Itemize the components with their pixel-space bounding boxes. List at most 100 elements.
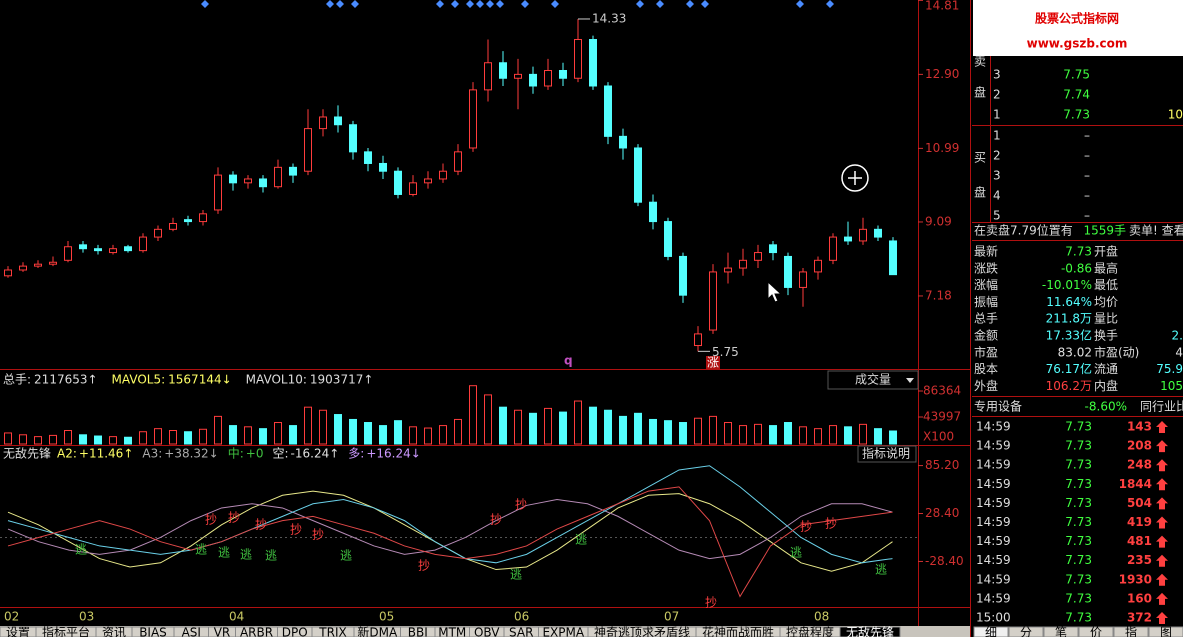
signal-label: 逃 — [790, 546, 802, 560]
volume-bar — [664, 420, 672, 445]
volume-bar — [154, 428, 162, 445]
candle-body — [334, 116, 342, 126]
side-tab[interactable] — [1078, 626, 1114, 637]
side-tab-label[interactable]: 图 — [1160, 626, 1172, 637]
logo-title: 股票公式指标网 — [1035, 11, 1119, 26]
candle-body — [4, 269, 12, 277]
industry-compare[interactable]: 同行业比 — [1140, 400, 1183, 414]
trade-arrow — [1156, 421, 1168, 433]
indicator-button-label[interactable]: 指标说明 — [862, 446, 910, 461]
bottom-tab-label[interactable]: BIAS — [139, 626, 167, 637]
side-tab[interactable] — [1148, 626, 1183, 637]
bottom-tab-label[interactable]: SAR — [509, 626, 533, 637]
trade-volume: 1844 — [1119, 477, 1152, 491]
quote-value: 76.17亿 — [1046, 361, 1092, 376]
bottom-tab-label[interactable]: ARBR — [240, 626, 273, 637]
candle-body — [274, 166, 282, 188]
trade-time: 14:59 — [976, 515, 1011, 529]
trade-time: 14:59 — [976, 553, 1011, 567]
volume-bar — [454, 418, 462, 445]
candle-body — [409, 182, 417, 195]
volume-button-label[interactable]: 成交量 — [855, 372, 891, 387]
side-tab-label[interactable]: 分 — [1020, 626, 1032, 637]
trade-volume: 481 — [1127, 534, 1152, 548]
candle-body — [604, 85, 612, 137]
quote-value: 4 — [1175, 345, 1183, 359]
candle-body — [34, 263, 42, 267]
y-tick-label: 28.40 — [925, 506, 959, 520]
signal-diamond — [476, 0, 484, 8]
side-tab-label[interactable]: 笔 — [1055, 625, 1067, 637]
y-tick-label: 9.09 — [925, 214, 952, 228]
volume-bar — [199, 428, 207, 445]
bottom-tab-label[interactable]: DPO — [282, 626, 308, 637]
bottom-tab-label[interactable]: 设置 — [6, 626, 30, 637]
bottom-tab-label[interactable]: VR — [214, 626, 231, 637]
candle-body — [694, 333, 702, 347]
bottom-tab-label[interactable]: OBV — [474, 626, 500, 637]
bottom-tab-label[interactable]: EXPMA — [542, 626, 584, 637]
quote-label: 最低 — [1094, 278, 1118, 292]
side-tab[interactable] — [1008, 626, 1044, 637]
quote-value: 2. — [1172, 329, 1183, 343]
bottom-tab-label[interactable]: TRIX — [318, 626, 346, 637]
signal-label: 逃 — [340, 549, 352, 563]
signal-label: 抄 — [228, 511, 240, 525]
notice-action[interactable]: 卖单! 查看 — [1129, 224, 1183, 238]
trade-price: 7.73 — [1065, 553, 1092, 567]
indicator-header-label: A2: — [57, 447, 77, 461]
bottom-tab-label[interactable]: 指标平台 — [42, 625, 90, 637]
side-tab[interactable] — [1113, 626, 1149, 637]
notice-text: 在卖盘7.79位置有 — [974, 223, 1073, 238]
bottom-tab-label[interactable]: 无敌先锋 — [846, 625, 894, 637]
bottom-tab-label[interactable]: 资讯 — [102, 626, 126, 637]
volume-bar — [814, 428, 822, 445]
trade-arrow — [1156, 478, 1168, 491]
bottom-tab-label[interactable]: MTM — [438, 626, 466, 637]
bottom-tab[interactable] — [839, 626, 901, 637]
trade-time: 14:59 — [976, 534, 1011, 548]
x-tick-label: 07 — [664, 610, 679, 624]
side-tab-label[interactable]: 价 — [1090, 626, 1102, 637]
volume-bar — [544, 407, 552, 445]
book-price: 7.75 — [1063, 68, 1090, 82]
volume-bar — [229, 425, 237, 445]
side-tab[interactable] — [973, 626, 1009, 637]
indicator-name: 无敌先锋 — [3, 446, 51, 461]
volume-button[interactable] — [827, 370, 919, 390]
signal-label: 抄 — [205, 513, 217, 527]
volume-bar — [694, 417, 702, 445]
dropdown-arrow[interactable] — [906, 378, 914, 383]
signal-label: 抄 — [312, 528, 324, 542]
bottom-tab-label[interactable]: 新DMA — [357, 625, 398, 637]
bottom-tab-label[interactable]: 神奇逃顶求矛盾线 — [594, 626, 690, 637]
bottom-tab-label[interactable]: ASI — [182, 626, 201, 637]
side-tab-label[interactable]: 细 — [985, 626, 997, 637]
trade-time: 14:59 — [976, 439, 1011, 453]
candle-body — [724, 267, 732, 273]
side-tab-label[interactable]: 指 — [1125, 625, 1137, 637]
trade-arrow — [1156, 612, 1168, 624]
bottom-tab-label[interactable]: BBI — [408, 626, 428, 637]
candle-body — [289, 166, 297, 176]
bottom-tab-label[interactable]: 控盘程度 — [786, 625, 834, 637]
signal-diamond — [636, 0, 644, 8]
bottom-tab-label[interactable]: 花神而战而胜 — [702, 625, 774, 637]
volume-bar — [874, 428, 882, 445]
side-label: 盘 — [974, 185, 986, 200]
volume-bar — [424, 427, 432, 445]
signal-label: 抄 — [800, 520, 812, 534]
indicator-button[interactable] — [857, 445, 917, 463]
volume-bar — [724, 422, 732, 445]
volume-bar — [139, 431, 147, 445]
volume-bar — [79, 434, 87, 445]
signal-label: 抄 — [705, 596, 717, 610]
signal-diamond — [351, 0, 359, 8]
signal-label: 抄 — [290, 523, 302, 537]
signal-diamond — [436, 0, 444, 8]
trade-volume: 372 — [1127, 611, 1152, 625]
trade-time: 14:59 — [976, 591, 1011, 605]
candle-body — [844, 236, 852, 242]
side-tab[interactable] — [1043, 626, 1079, 637]
